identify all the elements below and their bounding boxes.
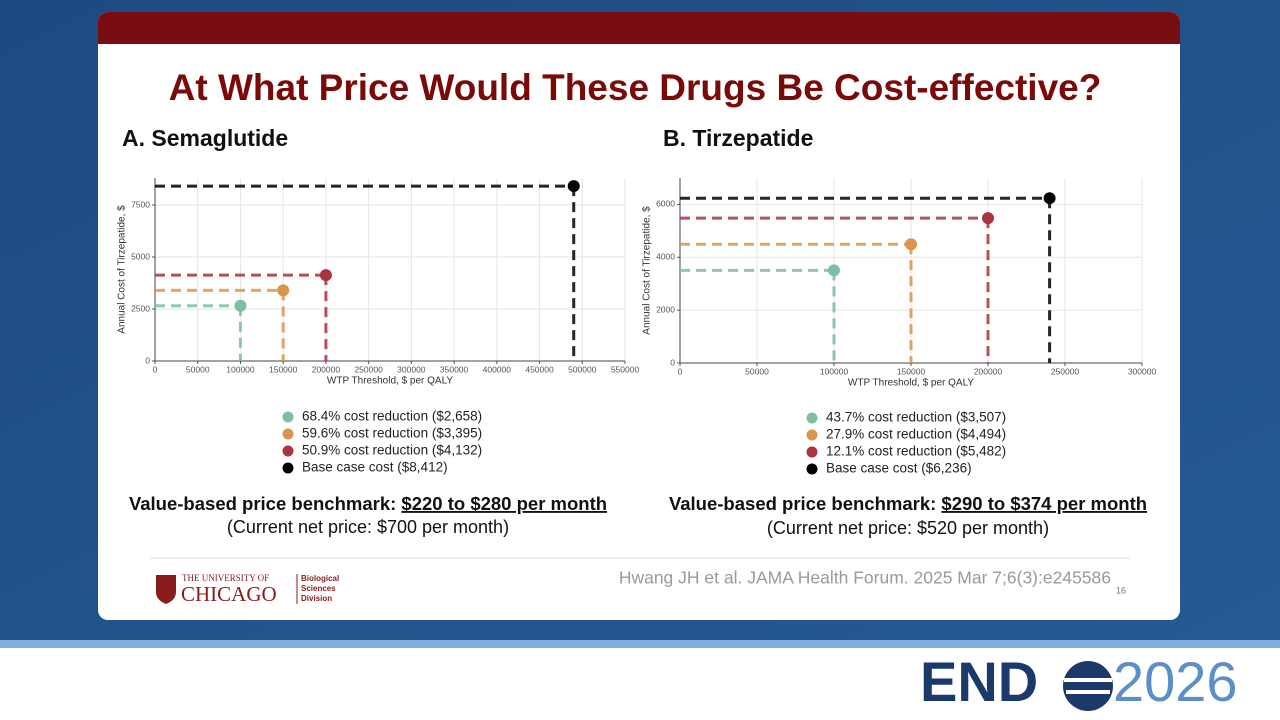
x-tick-label: 200000 — [312, 364, 341, 374]
globe-icon — [1063, 661, 1113, 711]
university-logo: THE UNIVERSITY OF CHICAGO Biological Sci… — [156, 573, 339, 606]
x-tick-label: 100000 — [820, 366, 849, 376]
legend-marker — [282, 445, 294, 457]
current-price: (Current net price: $700 per month) — [227, 517, 509, 537]
y-tick-label: 0 — [145, 355, 150, 365]
x-tick-label: 350000 — [440, 364, 469, 374]
x-tick-label: 250000 — [354, 364, 383, 374]
page-number: 16 — [1116, 585, 1126, 595]
x-tick-label: 0 — [678, 366, 683, 376]
chart-title: B. Tirzepatide — [663, 125, 813, 151]
benchmark-label: Value-based price benchmark: — [669, 493, 936, 514]
legend-label: 68.4% cost reduction ($2,658) — [302, 409, 482, 424]
x-tick-label: 500000 — [568, 364, 597, 374]
divider-band — [0, 640, 1280, 648]
current-price: (Current net price: $520 per month) — [767, 518, 1049, 538]
x-tick-label: 150000 — [897, 366, 926, 376]
x-tick-label: 550000 — [611, 364, 640, 374]
legend-marker — [806, 412, 818, 424]
y-axis-label: Annual Cost of Tirzepatide, $ — [117, 205, 128, 334]
logo-division: Sciences — [301, 584, 336, 593]
x-tick-label: 100000 — [226, 364, 255, 374]
y-tick-label: 7500 — [131, 199, 150, 209]
conference-brand: END — [920, 650, 1038, 713]
x-tick-label: 50000 — [745, 366, 769, 376]
chart: B. Tirzepatide 0 2000 4000 6000 0 50000 100000 1… — [642, 125, 1157, 475]
x-tick-label: 50000 — [186, 364, 210, 374]
x-axis-label: WTP Threshold, $ per QALY — [848, 378, 974, 389]
logo-line1: THE UNIVERSITY OF — [182, 573, 269, 583]
legend-label: 43.7% cost reduction ($3,507) — [826, 410, 1006, 425]
benchmark-range: $220 to $280 per month — [401, 493, 607, 514]
chart: A. Semaglutide 0 2500 5000 7500 0 50000 100000 1… — [117, 125, 640, 474]
legend-label: Base case cost ($8,412) — [302, 460, 448, 475]
globe-stripes — [1064, 678, 1112, 694]
x-tick-label: 450000 — [525, 364, 554, 374]
x-axis-label: WTP Threshold, $ per QALY — [327, 376, 453, 387]
conference-logo: END 2026 — [920, 650, 1238, 713]
x-tick-label: 150000 — [269, 364, 298, 374]
point — [1043, 192, 1056, 205]
x-tick-label: 250000 — [1051, 366, 1080, 376]
y-tick-label: 2500 — [131, 303, 150, 313]
slide-header-band — [98, 12, 1180, 44]
legend-marker — [282, 462, 294, 474]
x-tick-label: 300000 — [397, 364, 426, 374]
y-axis-label: Annual Cost of Tirzepatide, $ — [642, 206, 653, 335]
point — [319, 269, 332, 282]
legend-marker — [282, 411, 294, 423]
y-tick-label: 2000 — [656, 304, 675, 314]
benchmark-range: $290 to $374 per month — [941, 493, 1147, 514]
x-tick-label: 300000 — [1128, 366, 1157, 376]
slide-title: At What Price Would These Drugs Be Cost-… — [169, 67, 1102, 108]
point — [234, 299, 247, 312]
citation: Hwang JH et al. JAMA Health Forum. 2025 … — [619, 568, 1111, 588]
benchmark: Value-based price benchmark: $290 to $37… — [669, 493, 1147, 514]
logo-division: Biological — [301, 574, 339, 583]
point — [277, 284, 290, 297]
point — [567, 180, 580, 193]
y-tick-label: 6000 — [656, 199, 675, 209]
point — [982, 212, 994, 225]
slide-card — [98, 12, 1180, 620]
y-tick-label: 0 — [670, 357, 675, 367]
legend-label: 12.1% cost reduction ($5,482) — [826, 444, 1006, 459]
y-tick-label: 5000 — [131, 251, 150, 261]
benchmark: Value-based price benchmark: $220 to $28… — [129, 493, 607, 514]
legend-label: 27.9% cost reduction ($4,494) — [826, 427, 1006, 442]
legend-label: Base case cost ($6,236) — [826, 461, 972, 476]
chart-title: A. Semaglutide — [122, 125, 288, 151]
legend-label: 50.9% cost reduction ($4,132) — [302, 443, 482, 458]
logo-shield — [156, 575, 176, 604]
x-tick-label: 400000 — [483, 364, 512, 374]
logo-division: Division — [301, 594, 332, 603]
legend-marker — [806, 446, 818, 458]
logo-line2: CHICAGO — [181, 582, 277, 606]
x-tick-label: 200000 — [974, 366, 1003, 376]
conference-year: 2026 — [1113, 650, 1238, 713]
legend-marker — [282, 428, 294, 440]
point — [905, 238, 917, 251]
y-tick-label: 4000 — [656, 252, 675, 262]
benchmark-label: Value-based price benchmark: — [129, 493, 396, 514]
legend-label: 59.6% cost reduction ($3,395) — [302, 426, 482, 441]
point — [828, 264, 840, 277]
x-tick-label: 0 — [153, 364, 158, 374]
legend-marker — [806, 429, 818, 441]
legend-marker — [806, 463, 818, 475]
